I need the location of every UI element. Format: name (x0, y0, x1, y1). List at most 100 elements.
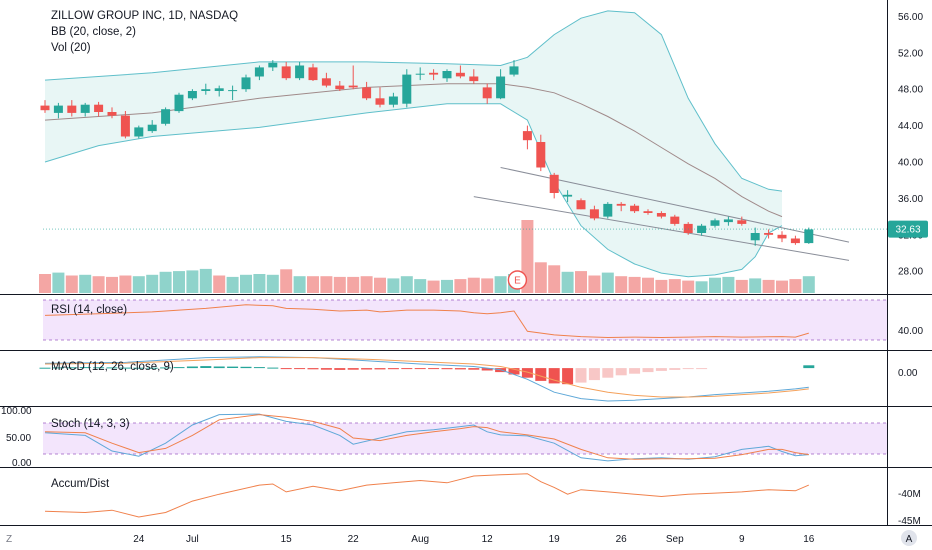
volume-bar (735, 279, 748, 293)
volume-bar (642, 277, 654, 293)
stoch-legend[interactable]: Stoch (14, 3, 3) (51, 418, 130, 430)
macd-signal-line (44, 357, 809, 398)
candle-body (576, 200, 586, 210)
volume-bar (575, 271, 587, 293)
stoch-d-line (44, 414, 809, 460)
volume-bar (226, 276, 239, 293)
volume-bar (695, 281, 708, 293)
time-axis-tick: 24 (133, 534, 145, 545)
stoch-left-tick-50: 50.00 (6, 433, 31, 444)
candle-body (683, 223, 693, 233)
symbol-legend[interactable]: ZILLOW GROUP INC, 1D, NASDAQ (51, 10, 238, 22)
candle-body (656, 213, 666, 217)
ad-legend[interactable]: Accum/Dist (51, 478, 110, 490)
volume-bar (400, 276, 413, 293)
macd-histogram-bar (361, 368, 373, 370)
macd-histogram-bar (334, 368, 346, 370)
macd-histogram-bar (468, 368, 480, 370)
price-badge-box (888, 220, 928, 238)
volume-bar (561, 271, 574, 293)
candle-body (429, 72, 439, 75)
candle-body (455, 72, 465, 77)
volume-bar (347, 276, 360, 293)
macd-histogram-bar (374, 368, 386, 370)
macd-histogram-bar (186, 366, 198, 369)
vol-legend[interactable]: Vol (20) (51, 42, 91, 54)
time-axis-tick: 15 (281, 534, 293, 545)
zoom-toggle[interactable]: Z (6, 534, 12, 545)
volume-bar (601, 272, 614, 293)
macd-histogram-bar (93, 367, 105, 369)
candle-body (348, 85, 358, 88)
volume-bar (186, 270, 199, 293)
volume-bar (159, 271, 172, 293)
candle-body (737, 220, 747, 224)
candle-body (321, 78, 331, 86)
time-axis-tick: Jul (186, 534, 199, 545)
volume-bar (146, 274, 159, 294)
candle-body (388, 96, 398, 105)
auto-scale-button[interactable]: A (901, 530, 917, 546)
macd-series (39, 356, 815, 402)
volume-bars (39, 220, 815, 294)
volume-bar (628, 276, 641, 293)
candle-body (134, 127, 144, 137)
candle-body (308, 67, 318, 81)
volume-bar (548, 265, 561, 293)
macd-histogram-bar (280, 368, 292, 370)
rsi-band (43, 300, 887, 340)
volume-bar (280, 269, 293, 293)
macd-histogram-bar (387, 368, 399, 370)
volume-bar (802, 276, 815, 293)
macd-histogram-bar (655, 368, 667, 371)
macd-histogram-bar (39, 367, 51, 369)
volume-bar (253, 274, 266, 293)
earnings-marker[interactable]: E (507, 270, 528, 290)
price-badge: 32.63 (888, 220, 928, 238)
macd-histogram-bar (200, 366, 212, 368)
candle-body (804, 229, 814, 244)
volume-bar (588, 275, 601, 293)
earnings-label: E (514, 276, 521, 287)
time-axis[interactable]: 24 Jul 15 22 Aug 12 19 26 Sep 9 16 (133, 534, 815, 545)
candle-body (697, 225, 707, 233)
macd-histogram-bar (696, 368, 708, 370)
macd-histogram-bar (227, 366, 239, 368)
candle-body (643, 211, 653, 213)
macd-histogram-bar (173, 367, 185, 369)
auto-scale-circle (901, 530, 917, 546)
candle-body (509, 66, 519, 75)
macd-histogram-bar (803, 365, 815, 369)
macd-histogram-bar (401, 368, 413, 370)
macd-histogram-bar (428, 368, 440, 370)
time-axis-tick: 22 (348, 534, 360, 545)
macd-histogram-bar (669, 368, 681, 370)
rsi-legend[interactable]: RSI (14, close) (51, 304, 127, 316)
time-axis-tick: Sep (666, 534, 684, 545)
volume-bar (387, 278, 400, 293)
macd-histogram-bar (682, 368, 694, 370)
candle-body (254, 67, 264, 77)
candle-body (241, 77, 251, 90)
accum-dist-line (44, 473, 809, 518)
volume-bar (173, 271, 185, 293)
candle-body (107, 112, 117, 116)
candle-body (469, 76, 479, 82)
bb-legend[interactable]: BB (20, close, 2) (51, 26, 136, 38)
pane-separators (0, 0, 932, 526)
price-axis-tick: 52.00 (898, 48, 923, 59)
candle-body (442, 71, 452, 79)
macd-axis-tick: 0.00 (898, 368, 918, 379)
macd-histogram-bar (562, 368, 574, 385)
candle-body (40, 105, 50, 111)
bb-upper-line (44, 10, 783, 192)
price-badge-value: 32.63 (895, 225, 920, 236)
time-axis-tick: 12 (482, 534, 494, 545)
time-axis-tick: 9 (739, 534, 745, 545)
time-axis-tick: 19 (549, 534, 561, 545)
candle-body (536, 142, 546, 168)
volume-bar (307, 276, 319, 293)
macd-legend[interactable]: MACD (12, 26, close, 9) (51, 361, 174, 373)
